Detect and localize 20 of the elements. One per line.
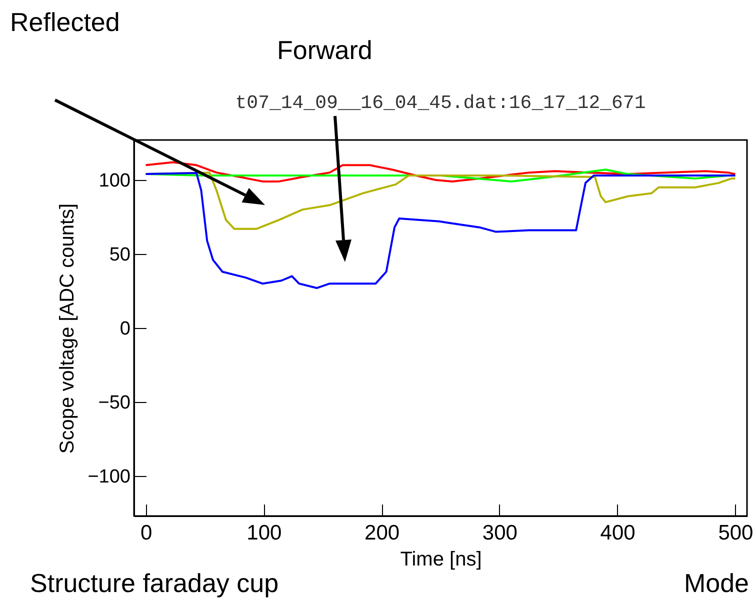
line-series [144,172,736,290]
x-tick-label: 200 [364,522,400,544]
x-tick-label: 0 [140,522,152,544]
text: Structure faraday cup [30,568,279,598]
x-tick-label: 100 [246,522,282,544]
x-tick-label: 400 [600,522,636,544]
x-tick-label: 300 [482,522,518,544]
x-tick-label: 500 [718,522,753,544]
text: Forward [277,35,372,65]
text: Mode [684,568,749,598]
y-axis-title: Scope voltage [ADC counts] [56,203,79,454]
y-tick-label: 50 [109,244,130,266]
text: Reflected [10,7,120,37]
y-tick-label: 0 [120,318,130,340]
y-tick-label: −100 [88,466,130,488]
y-tick-label: 100 [98,170,130,192]
y-tick-label: −50 [98,392,130,414]
line-series [144,161,736,182]
x-axis-title: Time [ns] [400,548,482,570]
chart-title: t07_14_09__16_04_45.dat:16_17_12_671 [234,92,647,114]
